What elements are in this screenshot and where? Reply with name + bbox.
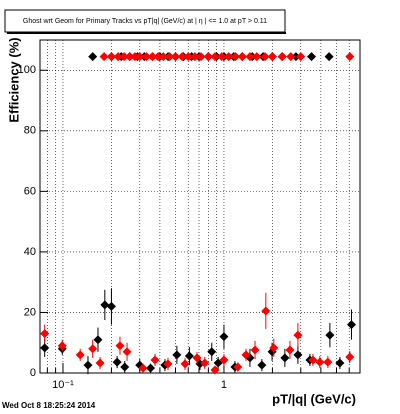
- data-point: [113, 52, 123, 62]
- data-point: [241, 350, 251, 360]
- data-point: [231, 52, 241, 62]
- data-point: [180, 359, 190, 369]
- data-point: [88, 344, 98, 354]
- data-point: [237, 52, 247, 62]
- data-point: [296, 52, 306, 62]
- data-point: [345, 52, 355, 62]
- data-point: [83, 360, 93, 370]
- data-point: [200, 358, 210, 368]
- data-point: [135, 52, 145, 62]
- data-point: [345, 352, 355, 362]
- data-point: [177, 52, 187, 62]
- data-point: [165, 52, 175, 62]
- plot-frame: [39, 39, 361, 374]
- data-point: [130, 52, 140, 62]
- data-point: [125, 52, 135, 62]
- data-point: [153, 52, 163, 62]
- x-tick-label: 1: [221, 379, 227, 391]
- timestamp: Wed Oct 8 18:25:24 2014: [2, 401, 96, 410]
- data-point: [207, 347, 217, 357]
- data-point: [122, 347, 132, 357]
- data-point: [217, 52, 227, 62]
- data-point: [146, 363, 156, 373]
- y-tick-label: 40: [24, 246, 36, 258]
- data-point: [172, 350, 182, 360]
- data-point: [308, 355, 318, 365]
- data-point: [233, 362, 243, 372]
- y-tick-label: 80: [24, 125, 36, 137]
- data-point: [75, 350, 85, 360]
- data-point: [315, 357, 325, 367]
- data-point: [112, 357, 122, 367]
- data-point: [184, 351, 194, 361]
- data-point: [286, 52, 296, 62]
- data-point: [323, 357, 333, 367]
- data-point: [203, 52, 213, 62]
- data-point: [252, 52, 262, 62]
- data-point: [210, 52, 220, 62]
- data-point: [158, 52, 168, 62]
- data-point: [93, 335, 103, 345]
- data-point: [88, 52, 98, 62]
- data-point: [325, 330, 335, 340]
- data-point: [106, 52, 116, 62]
- data-point: [210, 365, 220, 375]
- data-point: [120, 362, 130, 372]
- data-point: [291, 52, 301, 62]
- y-tick-label: 100: [18, 64, 36, 76]
- data-point: [40, 329, 50, 339]
- data-point: [163, 359, 173, 369]
- y-tick-label: 60: [24, 185, 36, 197]
- data-point: [99, 52, 109, 62]
- data-point: [100, 300, 110, 310]
- data-point: [257, 360, 267, 370]
- data-point: [269, 343, 279, 353]
- data-point: [190, 52, 200, 62]
- data-point: [183, 52, 193, 62]
- data-point: [307, 52, 317, 62]
- x-axis-label: pT/|q| (GeV/c): [272, 391, 356, 406]
- data-point: [141, 52, 151, 62]
- data-point: [293, 350, 303, 360]
- data-point: [40, 343, 50, 353]
- data-point: [293, 330, 303, 340]
- x-tick-label: 10⁻¹: [52, 379, 74, 391]
- data-point: [224, 52, 234, 62]
- data-point: [267, 52, 277, 62]
- y-axis-label: Efficiency (%): [6, 37, 21, 122]
- data-point: [347, 320, 357, 330]
- data-point: [115, 341, 125, 351]
- data-point: [219, 355, 229, 365]
- data-point: [324, 52, 334, 62]
- data-point: [285, 345, 295, 355]
- data-point: [170, 52, 180, 62]
- data-point: [260, 52, 270, 62]
- data-point: [95, 358, 105, 368]
- data-point: [57, 341, 67, 351]
- data-point: [138, 363, 148, 373]
- y-tick-label: 0: [30, 367, 36, 379]
- data-point: [150, 355, 160, 365]
- data-point: [148, 52, 158, 62]
- y-tick-label: 20: [24, 306, 36, 318]
- data-point: [106, 301, 116, 311]
- data-point: [245, 52, 255, 62]
- data-point: [261, 306, 271, 316]
- data-point: [250, 345, 260, 355]
- chart-title: Ghost wrt Geom for Primary Tracks vs pT|…: [23, 18, 267, 25]
- data-point: [280, 353, 290, 363]
- data-point: [119, 52, 129, 62]
- data-point: [192, 353, 202, 363]
- data-point: [277, 52, 287, 62]
- data-point: [219, 332, 229, 342]
- data-point: [196, 52, 206, 62]
- data-point: [335, 358, 345, 368]
